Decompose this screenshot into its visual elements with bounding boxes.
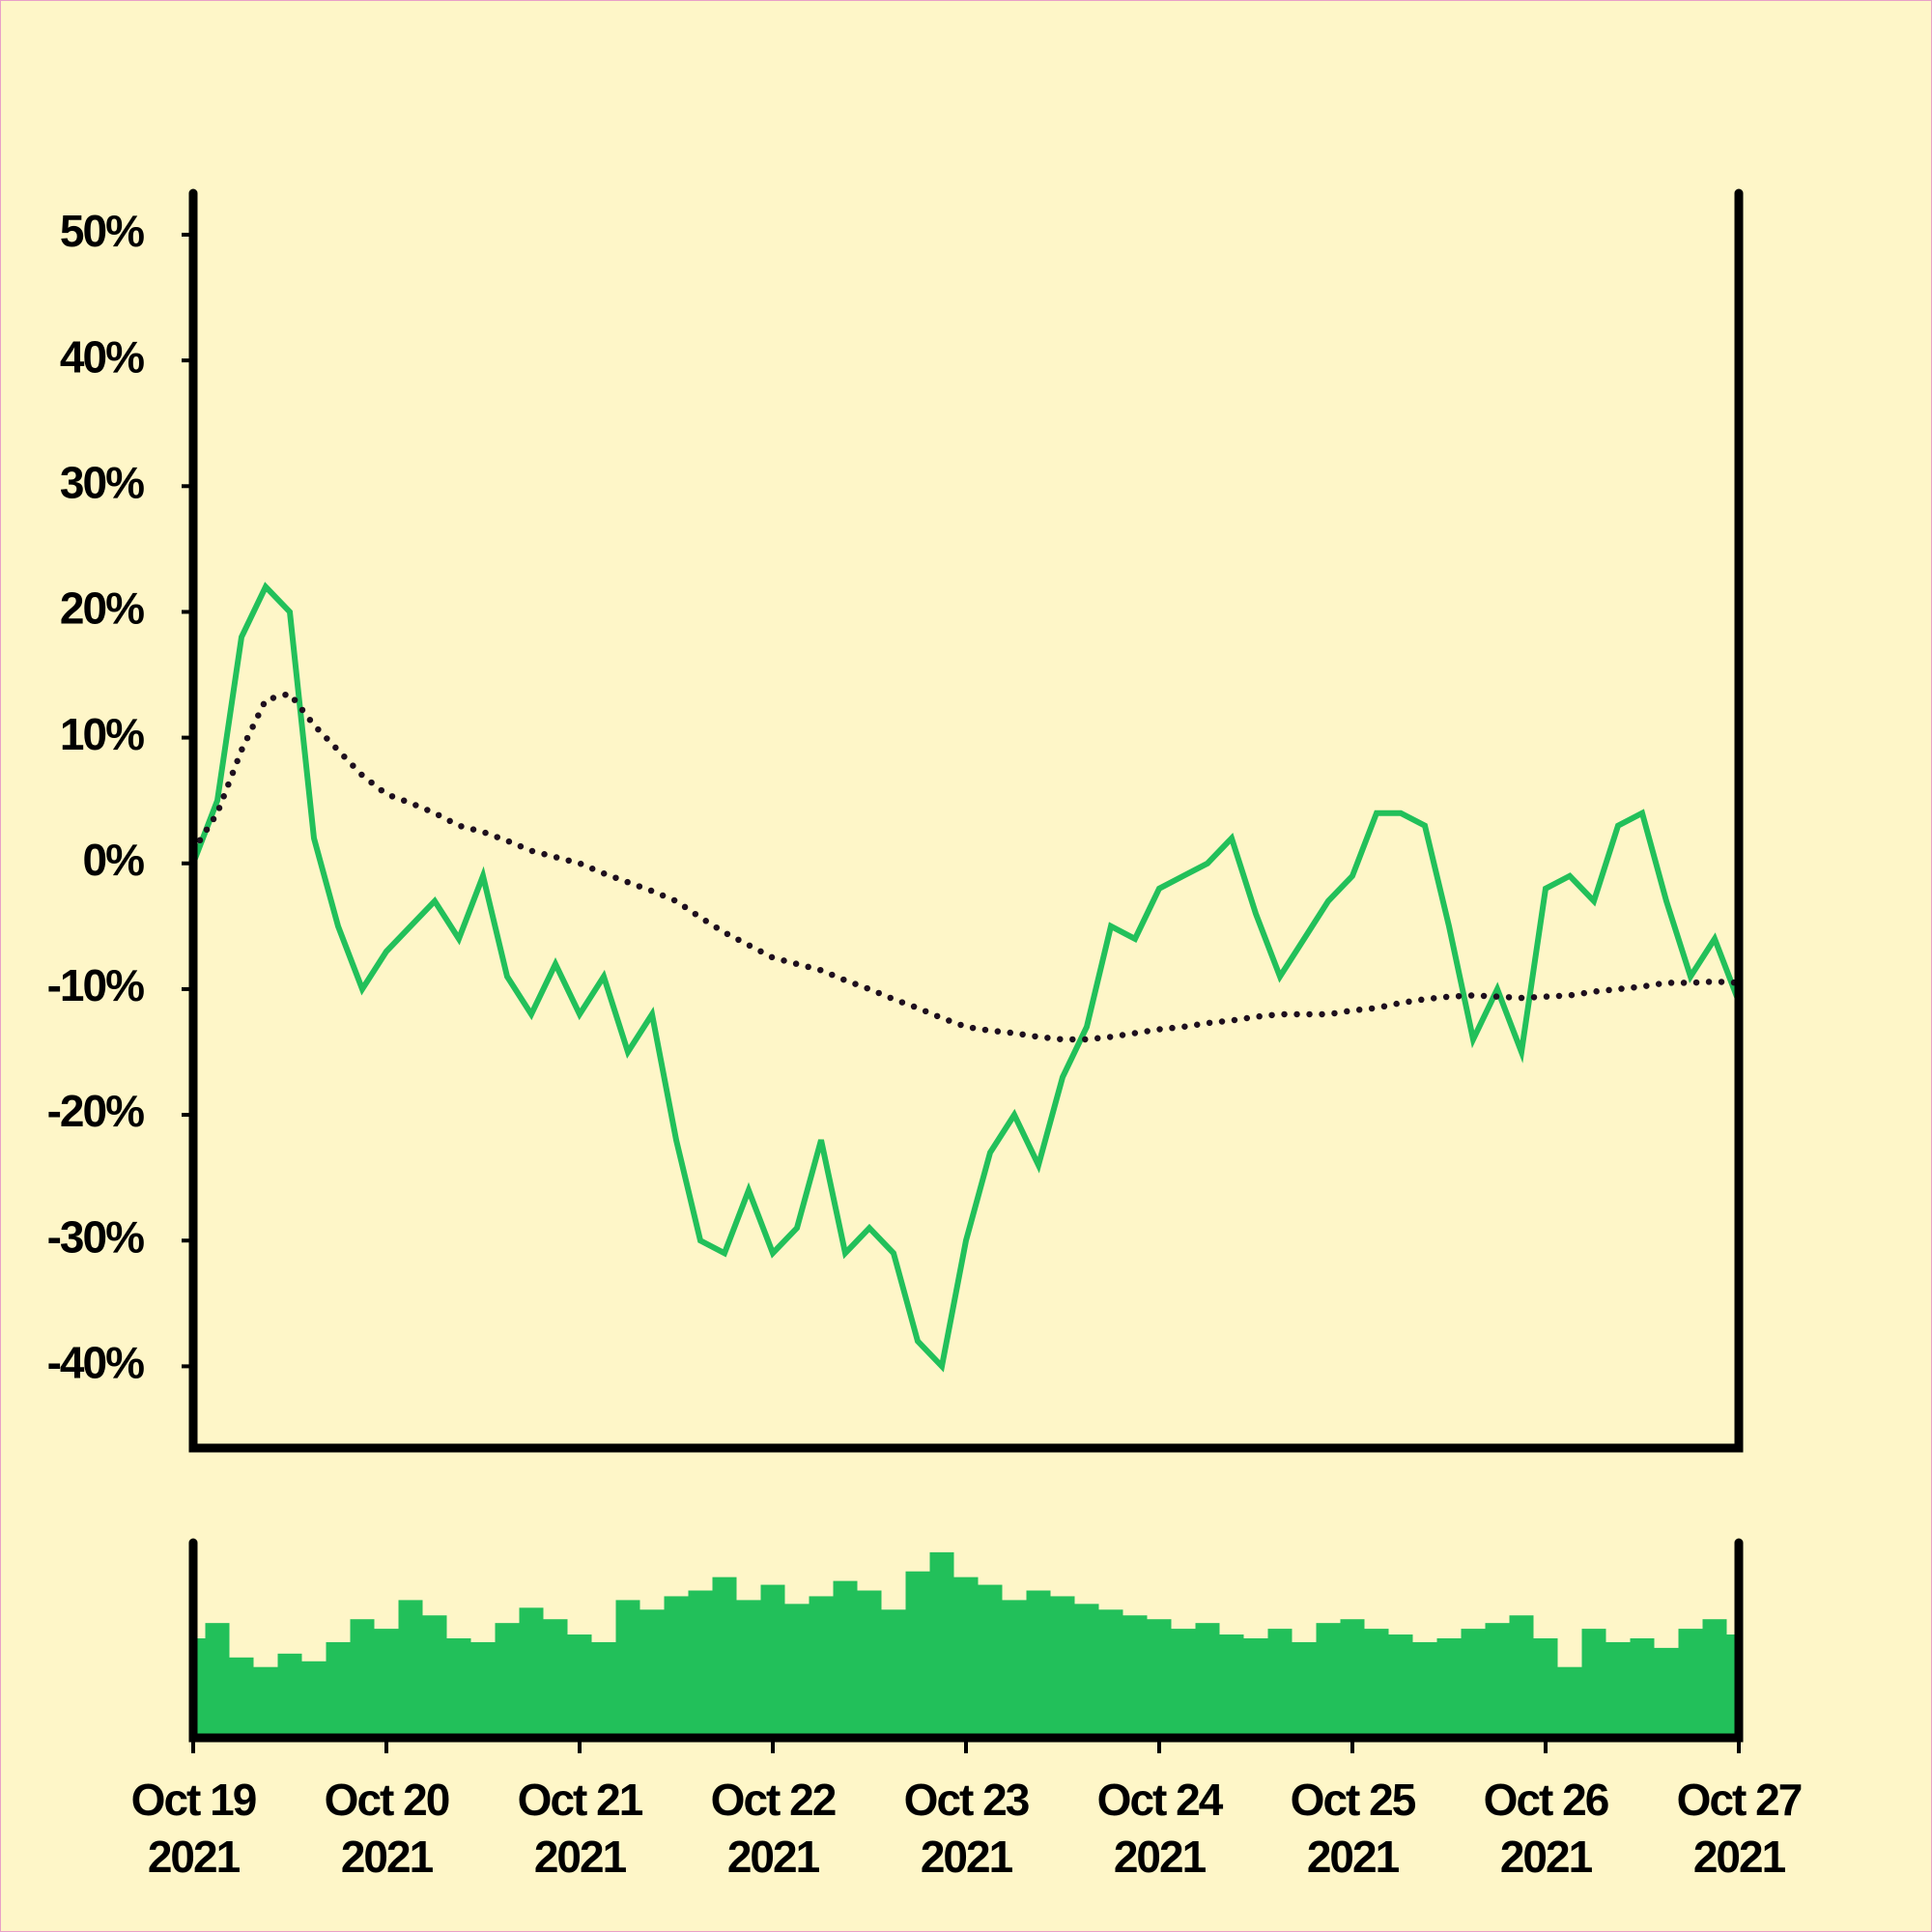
volume-bar: [1340, 1619, 1365, 1734]
volume-bar: [664, 1596, 689, 1734]
y-tick-label: 10%: [60, 709, 144, 759]
x-tick-label-year: 2021: [727, 1832, 820, 1882]
x-tick-label: Oct 23: [904, 1775, 1029, 1825]
volume-bar: [929, 1551, 954, 1734]
volume-bar: [688, 1590, 713, 1734]
volume-bar: [1388, 1634, 1413, 1734]
volume-bar: [1171, 1629, 1196, 1734]
volume-bar: [1485, 1623, 1510, 1734]
y-tick-label: 50%: [60, 206, 144, 256]
volume-bar: [1678, 1629, 1703, 1734]
volume-bar: [978, 1584, 1003, 1734]
volume-bar: [1533, 1638, 1558, 1734]
volume-bar: [1147, 1619, 1172, 1734]
moving-average-line: [189, 690, 1743, 1043]
volume-bar: [857, 1590, 882, 1734]
price-line: [190, 582, 1742, 1373]
volume-bar: [470, 1641, 496, 1734]
x-tick-label-year: 2021: [534, 1832, 627, 1882]
volume-bar: [905, 1571, 930, 1734]
y-tick-label: 0%: [83, 835, 145, 885]
volume-bar: [1436, 1638, 1462, 1734]
volume-bar: [374, 1629, 399, 1734]
volume-bar: [495, 1623, 520, 1734]
y-tick-label: -40%: [47, 1338, 144, 1388]
volume-bar: [229, 1657, 254, 1734]
volume-bar: [1267, 1629, 1293, 1734]
volume-bar: [591, 1641, 616, 1734]
x-tick-label-year: 2021: [1693, 1832, 1786, 1882]
x-tick-label: Oct 24: [1097, 1775, 1224, 1825]
volume-bar: [519, 1607, 544, 1734]
y-tick-label: 30%: [60, 457, 144, 507]
volume-bar: [1195, 1623, 1220, 1734]
volume-bar: [1219, 1634, 1244, 1734]
x-tick-label: Oct 20: [325, 1775, 449, 1825]
volume-bar: [277, 1653, 302, 1734]
volume-bar: [1461, 1629, 1486, 1734]
volume-bar: [1412, 1641, 1437, 1734]
volume-bar: [1630, 1638, 1655, 1734]
volume-bar: [784, 1604, 810, 1734]
y-tick-label: -10%: [47, 960, 144, 1010]
volume-bar: [639, 1609, 665, 1734]
volume-bar: [205, 1623, 230, 1734]
x-tick-label-year: 2021: [1114, 1832, 1207, 1882]
volume-bar: [760, 1584, 785, 1734]
volume-bar: [301, 1661, 327, 1734]
volume-bar: [446, 1638, 471, 1734]
volume-bar: [1581, 1629, 1606, 1734]
x-tick-label: Oct 26: [1484, 1775, 1608, 1825]
x-tick-label: Oct 27: [1677, 1775, 1802, 1825]
volume-bar: [1316, 1623, 1341, 1734]
volume-bar: [253, 1666, 278, 1734]
volume-bar: [712, 1577, 737, 1734]
volume-bar: [197, 1638, 206, 1734]
volume-bar: [1098, 1609, 1123, 1734]
volume-bar: [1292, 1641, 1317, 1734]
volume-bar: [809, 1596, 834, 1734]
volume-bar: [422, 1615, 447, 1734]
y-tick-label: 20%: [60, 583, 144, 634]
volume-bar: [1050, 1596, 1075, 1734]
x-tick-label: Oct 22: [711, 1775, 836, 1825]
volume-bar: [1509, 1615, 1534, 1734]
y-tick-label: 40%: [60, 331, 144, 382]
volume-bar: [1364, 1629, 1389, 1734]
volume-bar: [1026, 1590, 1051, 1734]
x-tick-label-year: 2021: [341, 1832, 434, 1882]
x-tick-label-year: 2021: [1307, 1832, 1400, 1882]
volume-bar: [1726, 1634, 1735, 1734]
volume-bar: [1557, 1666, 1582, 1734]
x-tick-label-year: 2021: [148, 1832, 241, 1882]
volume-bar: [326, 1641, 351, 1734]
volume-bar: [953, 1577, 979, 1734]
y-tick-label: -20%: [47, 1086, 144, 1136]
volume-bar: [1074, 1604, 1099, 1734]
volume-bar: [1702, 1619, 1727, 1734]
main-axes: [188, 188, 1744, 1453]
x-tick-label-year: 2021: [1500, 1832, 1593, 1882]
volume-bar: [1122, 1615, 1148, 1734]
x-tick-label: Oct 21: [518, 1775, 643, 1825]
y-tick-label: -30%: [47, 1211, 144, 1262]
volume-bar: [881, 1609, 906, 1734]
volume-bar: [543, 1619, 568, 1734]
volume-bar: [736, 1600, 761, 1734]
volume-bar: [1654, 1647, 1679, 1734]
x-tick-label: Oct 19: [131, 1775, 256, 1825]
volume-bar: [350, 1619, 375, 1734]
volume-bar: [398, 1600, 423, 1734]
x-tick-label: Oct 25: [1291, 1775, 1416, 1825]
volume-bar: [567, 1634, 592, 1734]
x-tick-label-year: 2021: [921, 1832, 1013, 1882]
volume-bar: [615, 1600, 640, 1734]
volume-bar: [1605, 1641, 1631, 1734]
volume-bar: [833, 1580, 858, 1734]
volume-bar: [1243, 1638, 1268, 1734]
volume-bar: [1002, 1600, 1027, 1734]
